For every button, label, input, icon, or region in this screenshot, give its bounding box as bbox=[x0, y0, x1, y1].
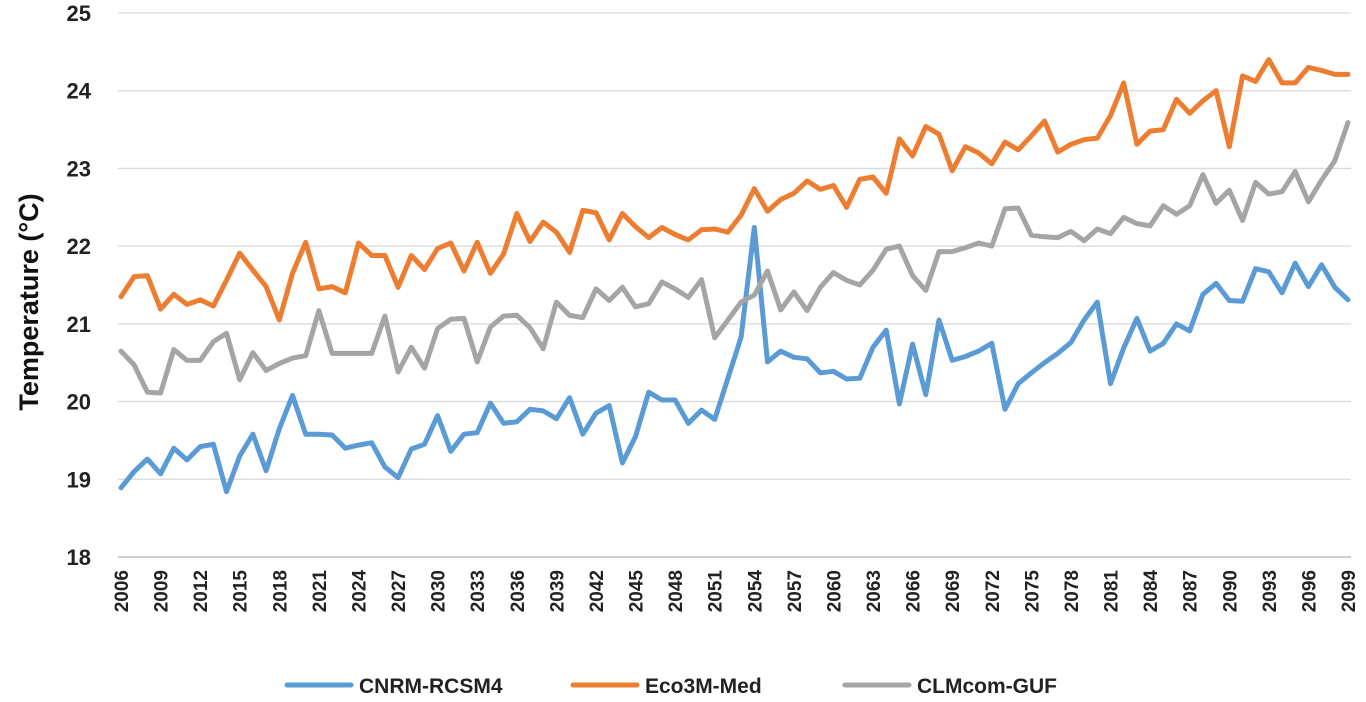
x-tick-label: 2045 bbox=[627, 570, 648, 613]
x-tick-label: 2048 bbox=[666, 570, 687, 612]
y-tick-label: 23 bbox=[67, 156, 91, 181]
x-tick-label: 2015 bbox=[231, 570, 252, 613]
y-tick-label: 20 bbox=[67, 390, 91, 415]
x-tick-label: 2078 bbox=[1062, 570, 1083, 612]
x-tick-label: 2012 bbox=[191, 570, 212, 612]
series-line-cnrm-rcsm4 bbox=[118, 225, 1351, 495]
y-tick-label: 19 bbox=[67, 467, 91, 492]
series-line-clmcom-guf bbox=[118, 120, 1351, 396]
y-tick-label: 18 bbox=[67, 545, 91, 570]
legend: CNRM-RCSM4 Eco3M-Med CLMcom-GUF bbox=[284, 675, 1057, 698]
x-tick-label: 2021 bbox=[310, 570, 331, 613]
x-tick-label: 2009 bbox=[152, 570, 173, 612]
y-tick-label: 22 bbox=[67, 234, 91, 259]
x-tick-label: 2099 bbox=[1339, 570, 1360, 612]
x-tick-label: 2072 bbox=[983, 570, 1004, 612]
x-tick-label: 2039 bbox=[547, 570, 568, 612]
x-tick-label: 2093 bbox=[1260, 570, 1281, 612]
x-tick-label: 2018 bbox=[270, 570, 291, 612]
x-tick-label: 2063 bbox=[864, 570, 885, 612]
x-tick-label: 2069 bbox=[943, 570, 964, 612]
x-tick-label: 2060 bbox=[824, 570, 845, 612]
y-axis: 18 19 20 21 22 23 24 25 bbox=[67, 1, 92, 570]
x-axis: 2006 2009 2012 2015 2018 2021 2024 2027 2030 2033… bbox=[112, 556, 1360, 613]
x-tick-label: 2030 bbox=[429, 570, 450, 612]
x-tick-label: 2084 bbox=[1141, 570, 1162, 613]
grid bbox=[118, 12, 1351, 558]
x-tick-label: 2066 bbox=[904, 570, 925, 612]
x-tick-label: 2054 bbox=[745, 570, 766, 613]
x-tick-label: 2036 bbox=[508, 570, 529, 612]
x-tick-label: 2081 bbox=[1102, 570, 1123, 613]
legend-label-cnrm-rcsm4: CNRM-RCSM4 bbox=[359, 675, 503, 698]
x-tick-label: 2090 bbox=[1220, 570, 1241, 612]
y-tick-label: 24 bbox=[67, 79, 92, 104]
x-tick-label: 2096 bbox=[1299, 570, 1320, 612]
x-tick-label: 2051 bbox=[706, 570, 727, 613]
y-axis-label: Temperature (°C) bbox=[14, 193, 44, 410]
x-tick-label: 2033 bbox=[468, 570, 489, 612]
x-tick-label: 2057 bbox=[785, 570, 806, 612]
series-line-eco3m-med bbox=[118, 57, 1351, 323]
y-tick-label: 21 bbox=[67, 312, 91, 337]
x-tick-label: 2027 bbox=[389, 570, 410, 612]
x-tick-label: 2075 bbox=[1022, 570, 1043, 613]
x-tick-label: 2042 bbox=[587, 570, 608, 612]
x-tick-label: 2006 bbox=[112, 570, 133, 612]
y-tick-label: 25 bbox=[67, 1, 91, 26]
legend-label-eco3m-med: Eco3M-Med bbox=[645, 675, 762, 698]
legend-label-clmcom-guf: CLMcom-GUF bbox=[917, 675, 1057, 698]
series-group bbox=[118, 57, 1351, 495]
x-tick-label: 2087 bbox=[1181, 570, 1202, 612]
x-tick-label: 2024 bbox=[349, 570, 370, 613]
